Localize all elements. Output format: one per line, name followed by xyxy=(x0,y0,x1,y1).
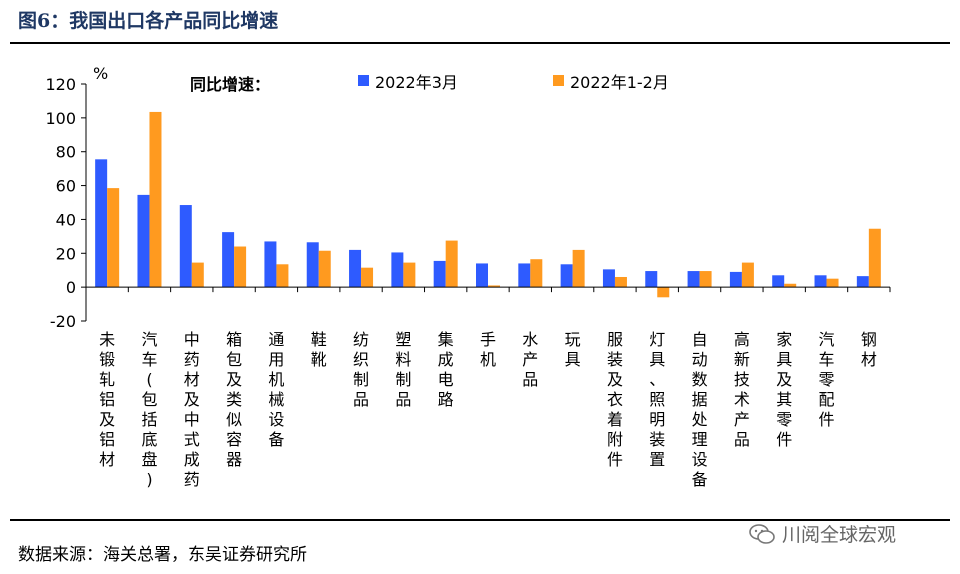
bar-march xyxy=(772,275,785,288)
category-label: 水产品 xyxy=(522,330,538,389)
bar-march xyxy=(306,242,319,288)
legend-swatch-jan-feb xyxy=(553,75,564,86)
top-rule xyxy=(10,42,950,44)
bar-march xyxy=(349,249,362,288)
y-tick-label: 80 xyxy=(56,143,76,162)
y-unit-label: % xyxy=(93,64,108,83)
bar-march xyxy=(518,263,531,288)
category-label: 中药材及中式成药 xyxy=(184,330,200,489)
bar-march xyxy=(602,269,615,288)
category-label: 纺织制品 xyxy=(353,330,369,409)
bar-march xyxy=(179,205,192,288)
y-tick-label: 0 xyxy=(66,278,76,297)
bar-jan-feb xyxy=(868,228,881,288)
category-label: 手机 xyxy=(480,330,496,369)
y-tick-label: 120 xyxy=(45,75,76,94)
category-label: 汽车零配件 xyxy=(819,330,835,429)
y-tick-label: 20 xyxy=(56,244,76,263)
bar-jan-feb xyxy=(741,262,754,288)
bar-march xyxy=(645,271,658,288)
bottom-rule xyxy=(10,519,950,521)
y-axis: 120 100 80 60 40 20 0 -20 xyxy=(45,75,87,331)
bar-march xyxy=(222,232,235,288)
category-label: 钢材 xyxy=(861,330,877,369)
y-tick-label: -20 xyxy=(50,312,76,331)
category-label: 鞋靴 xyxy=(311,330,327,369)
bar-march xyxy=(729,271,742,288)
bar-march xyxy=(264,241,277,288)
category-label: 未锻轧铝及铝材 xyxy=(99,330,115,469)
bar-jan-feb xyxy=(657,287,670,298)
bar-march xyxy=(433,260,446,288)
category-label: 通用机械设备 xyxy=(268,330,284,449)
bar-jan-feb xyxy=(784,283,797,288)
y-tick-label: 100 xyxy=(45,109,76,128)
bar-jan-feb xyxy=(107,188,120,288)
source-note: 数据来源：海关总署，东吴证券研究所 xyxy=(18,545,307,565)
bar-march xyxy=(95,159,108,288)
legend-label-jan-feb: 2022年1-2月 xyxy=(570,73,669,92)
bar-jan-feb xyxy=(149,111,162,288)
bar-jan-feb xyxy=(403,262,416,288)
x-axis: 未锻轧铝及铝材 汽车(包括底盘) 中药材及中式成药 箱包及类似容器 通用机械设备 鞋靴纺织… xyxy=(85,286,891,489)
bar-chart: 120 100 80 60 40 20 0 -20 未锻轧铝及铝材 汽车(包括底盘) 中药材及中式… xyxy=(45,64,891,489)
bar-jan-feb xyxy=(276,264,289,288)
y-tick-label: 60 xyxy=(56,177,76,196)
category-label: 服装及衣着附件 xyxy=(607,330,623,469)
bar-jan-feb xyxy=(488,285,500,288)
bar-jan-feb xyxy=(572,249,585,288)
legend-swatch-march xyxy=(358,75,369,86)
category-label: 高新技术产品 xyxy=(734,330,750,449)
watermark: 川阅全球宏观 xyxy=(748,520,896,547)
legend-label-march: 2022年3月 xyxy=(375,73,458,92)
watermark-text: 川阅全球宏观 xyxy=(782,524,897,546)
bar-jan-feb xyxy=(191,262,204,288)
category-label: 自动数据处理设备 xyxy=(692,330,708,489)
bar-march xyxy=(391,252,404,288)
bar-jan-feb xyxy=(826,278,839,288)
bar-march xyxy=(476,263,488,288)
bar-jan-feb xyxy=(530,259,543,288)
bar-jan-feb xyxy=(614,276,627,288)
category-label: 汽车(包括底盘) xyxy=(141,330,157,489)
bar-march xyxy=(814,275,827,288)
legend: 同比增速： 2022年3月 2022年1-2月 xyxy=(190,73,669,94)
bar-march xyxy=(856,276,869,288)
category-label: 家具及其零件 xyxy=(776,330,792,449)
category-label: 灯具、照明装置 xyxy=(649,330,665,469)
bar-march xyxy=(560,264,573,288)
bar-march xyxy=(687,271,700,288)
bar-march xyxy=(137,194,150,288)
category-label: 玩具 xyxy=(565,330,581,369)
bar-jan-feb xyxy=(699,271,712,288)
wechat-icon xyxy=(749,523,775,544)
bar-jan-feb xyxy=(445,240,458,288)
bars xyxy=(95,111,881,298)
category-label: 集成电路 xyxy=(438,330,454,409)
legend-title: 同比增速： xyxy=(190,75,270,94)
bar-jan-feb xyxy=(361,267,374,288)
figure-title: 图6：我国出口各产品同比增速 xyxy=(18,10,279,32)
bar-jan-feb xyxy=(318,250,331,288)
category-label: 箱包及类似容器 xyxy=(226,330,242,469)
y-tick-label: 40 xyxy=(56,210,76,229)
category-label: 塑料制品 xyxy=(395,330,411,409)
bar-jan-feb xyxy=(234,246,247,288)
